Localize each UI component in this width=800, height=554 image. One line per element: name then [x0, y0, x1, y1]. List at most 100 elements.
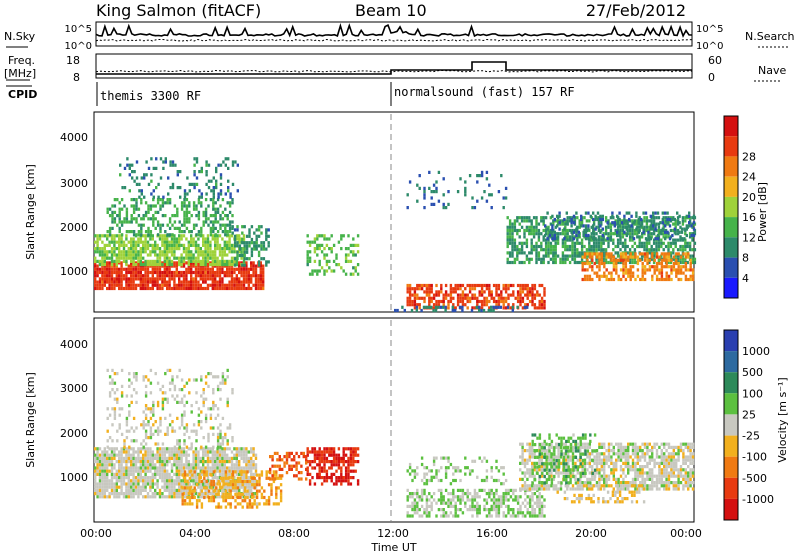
data-cell	[103, 259, 106, 263]
data-cell	[645, 248, 649, 252]
data-cell	[120, 391, 124, 395]
data-cell	[195, 502, 199, 506]
data-cell	[215, 170, 218, 174]
data-cell	[233, 488, 236, 492]
data-cell	[236, 228, 239, 232]
data-cell	[316, 472, 319, 476]
data-cell	[592, 211, 595, 215]
data-cell	[526, 303, 529, 307]
data-cell	[576, 225, 579, 229]
data-cell	[101, 247, 104, 251]
data-cell	[650, 232, 653, 236]
data-cell	[209, 214, 213, 218]
data-cell	[138, 189, 141, 193]
data-cell	[483, 299, 486, 304]
data-cell	[118, 413, 121, 417]
data-cell	[151, 237, 154, 241]
data-cell	[464, 180, 467, 184]
data-cell	[531, 283, 534, 288]
data-cell	[137, 264, 140, 268]
data-cell	[152, 410, 155, 414]
data-cell	[588, 241, 591, 245]
data-cell	[170, 456, 174, 460]
data-cell	[171, 182, 175, 186]
data-cell	[178, 247, 181, 251]
data-cell	[211, 453, 214, 457]
data-cell	[595, 244, 598, 249]
data-cell	[211, 472, 214, 476]
data-cell	[435, 180, 438, 184]
data-cell	[658, 271, 661, 275]
data-cell	[198, 492, 201, 496]
data-cell	[242, 283, 246, 287]
data-cell	[311, 450, 314, 454]
data-cell	[113, 264, 116, 268]
data-cell	[180, 479, 183, 483]
data-cell	[535, 254, 538, 258]
data-cell	[600, 235, 603, 239]
data-cell	[158, 472, 162, 476]
data-cell	[231, 163, 235, 167]
data-cell	[686, 241, 689, 245]
data-cell	[163, 237, 166, 241]
data-cell	[526, 296, 529, 300]
data-cell	[202, 223, 205, 227]
data-cell	[649, 224, 652, 228]
data-cell	[253, 502, 256, 506]
data-cell	[197, 198, 201, 202]
data-cell	[151, 453, 154, 457]
data-cell	[598, 268, 601, 272]
data-cell	[132, 240, 135, 244]
data-cell	[340, 266, 343, 270]
data-cell	[578, 254, 581, 258]
data-cell	[178, 280, 181, 284]
data-cell	[154, 247, 157, 251]
data-cell	[130, 439, 133, 443]
data-cell	[170, 453, 174, 457]
data-cell	[212, 470, 216, 474]
data-cell	[475, 305, 478, 309]
data-cell	[552, 219, 555, 223]
data-cell	[164, 160, 167, 164]
data-cell	[146, 243, 150, 247]
data-cell	[221, 223, 225, 227]
data-cell	[444, 293, 448, 297]
data-cell	[680, 227, 684, 231]
data-cell	[180, 204, 184, 208]
data-cell	[204, 198, 208, 202]
data-cell	[258, 479, 261, 484]
data-cell	[221, 270, 224, 275]
data-cell	[328, 466, 331, 470]
data-cell	[648, 248, 651, 252]
data-cell	[218, 277, 222, 281]
data-cell	[432, 306, 436, 310]
data-cell	[168, 267, 171, 271]
data-cell	[676, 238, 680, 242]
data-cell	[323, 237, 326, 241]
data-cell	[166, 263, 169, 267]
data-cell	[240, 261, 243, 265]
data-cell	[330, 247, 333, 251]
data-cell	[612, 268, 616, 272]
data-cell	[159, 204, 162, 208]
data-cell	[224, 214, 227, 218]
data-cell	[242, 466, 246, 470]
data-cell	[657, 232, 661, 236]
power-ytick-1000: 1000	[60, 265, 88, 278]
data-cell	[660, 254, 663, 258]
data-cell	[665, 271, 668, 275]
data-cell	[624, 238, 627, 242]
data-cell	[584, 224, 588, 228]
data-cell	[236, 486, 240, 490]
data-cell	[226, 456, 229, 460]
data-cell	[547, 251, 550, 255]
data-cell	[146, 450, 150, 454]
data-cell	[151, 250, 154, 254]
data-cell	[149, 447, 152, 451]
data-cell	[552, 244, 555, 249]
data-cell	[166, 253, 169, 257]
data-cell	[668, 224, 672, 228]
data-cell	[132, 439, 136, 443]
data-cell	[645, 216, 649, 220]
data-cell	[176, 173, 179, 177]
